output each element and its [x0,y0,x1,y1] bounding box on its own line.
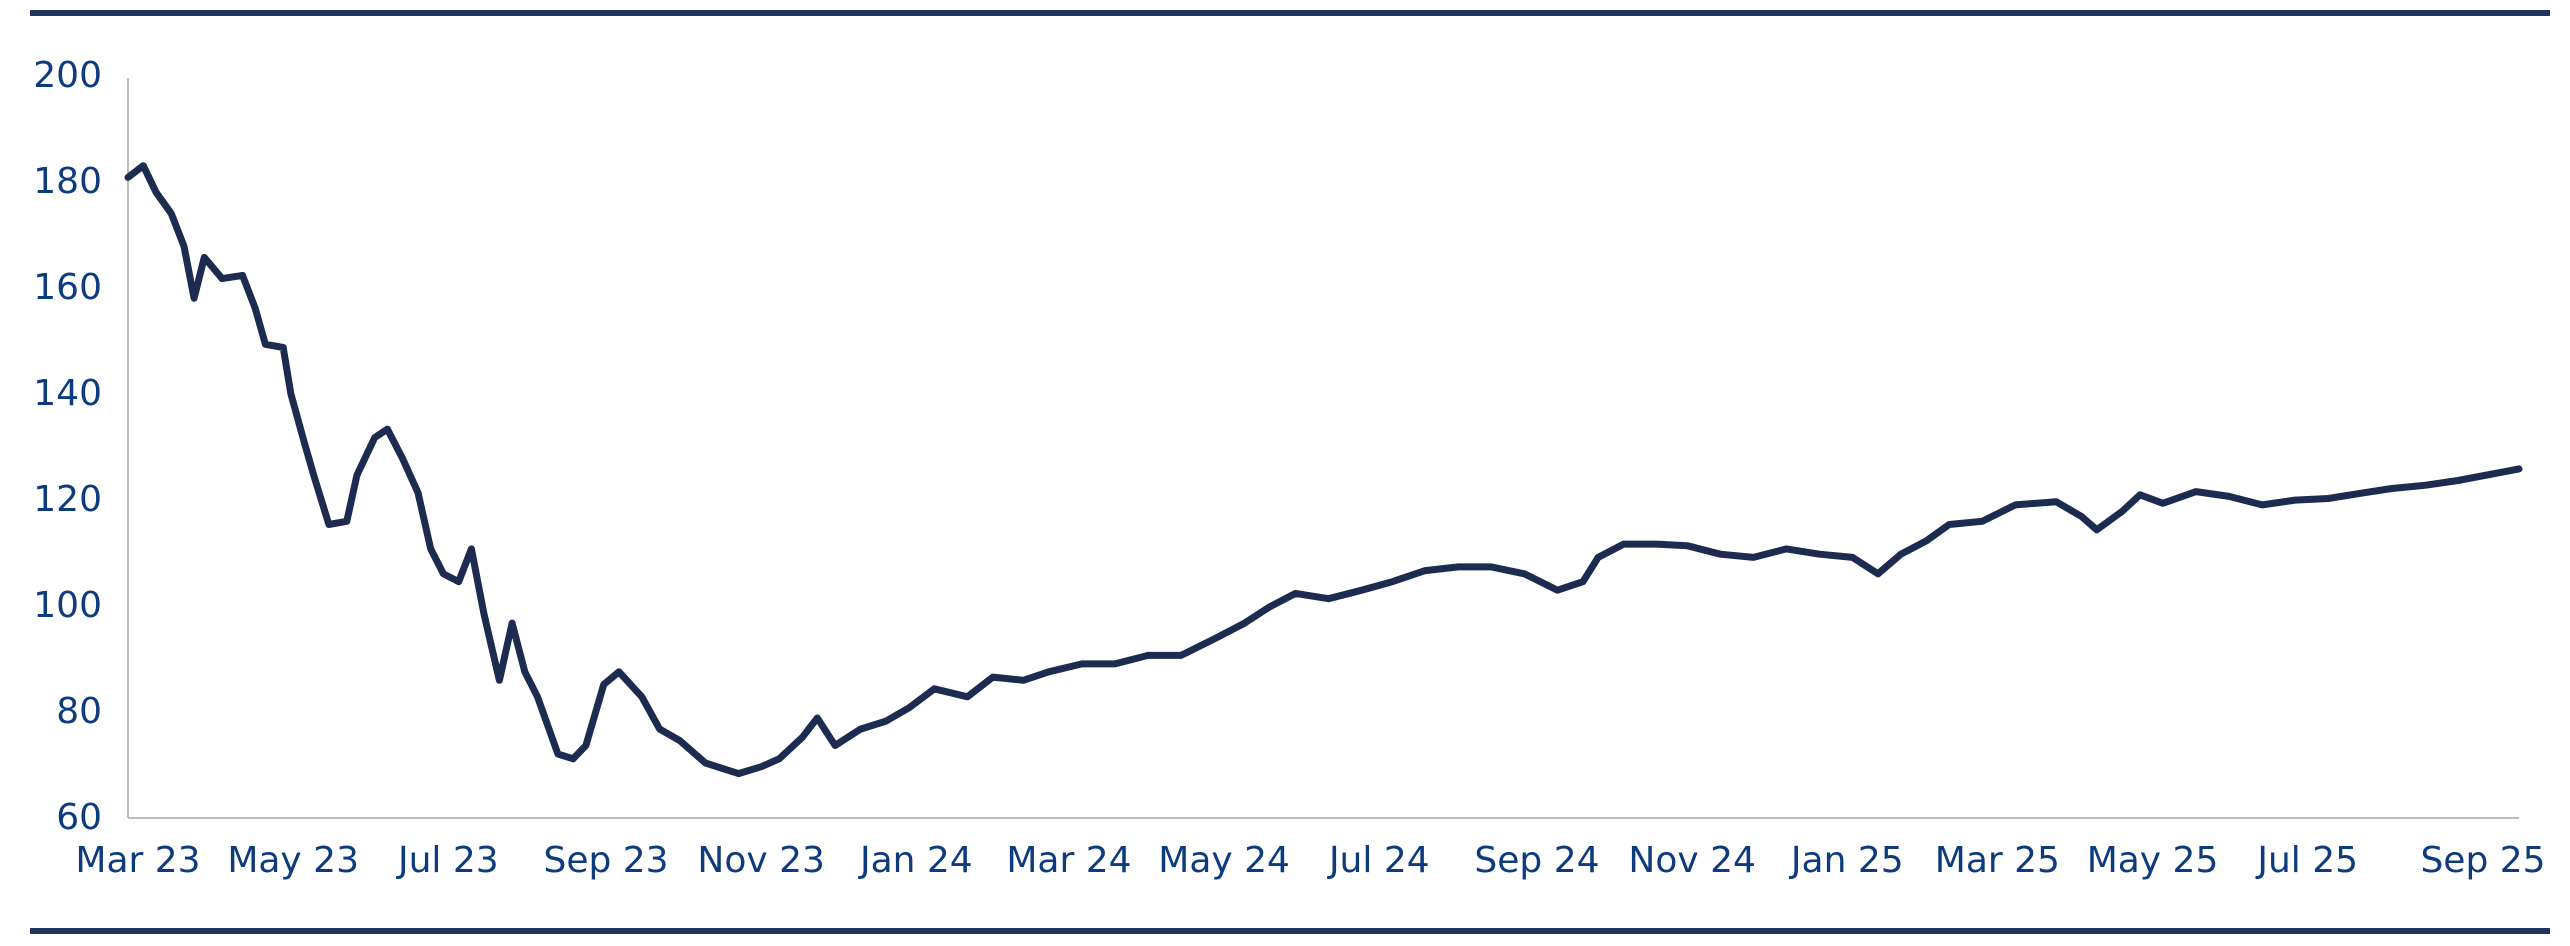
x-tick-label: May 23 [227,840,359,881]
x-tick-label: Jul 23 [396,840,499,881]
x-tick-label: Mar 25 [1935,840,2060,881]
x-tick-label: May 24 [1158,840,1290,881]
x-tick-label: Sep 24 [1474,840,1599,881]
y-tick-label: 200 [33,55,102,96]
series-line [124,162,2523,778]
y-tick-label: 120 [33,479,102,520]
x-tick-label: Mar 23 [75,840,200,881]
y-tick-label: 60 [56,797,102,838]
x-tick-label: Jul 25 [2255,840,2358,881]
x-tick-label: Jan 24 [858,840,973,881]
y-tick-label: 160 [33,267,102,308]
x-tick-label: Mar 24 [1006,840,1131,881]
y-tick-label: 180 [33,161,102,202]
x-tick-label: Sep 23 [543,840,668,881]
x-tick-label: Jul 24 [1327,840,1430,881]
x-tick-label: Nov 23 [697,840,825,881]
y-tick-label: 80 [56,691,102,732]
x-tick-label: Sep 25 [2420,840,2545,881]
bottom-rule [30,928,2550,934]
y-tick-label: 140 [33,373,102,414]
y-tick-label: 100 [33,585,102,626]
x-tick-label: May 25 [2087,840,2219,881]
top-rule [30,10,2550,16]
x-tick-label: Nov 24 [1628,840,1756,881]
x-tick-label: Jan 25 [1789,840,1904,881]
